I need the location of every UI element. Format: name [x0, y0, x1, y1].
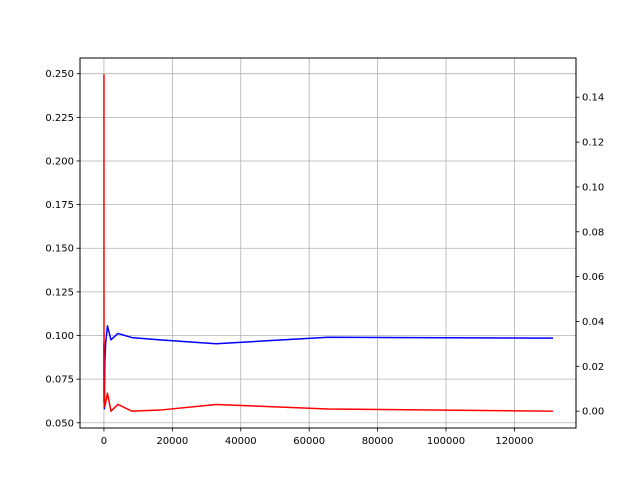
- series-line-2: [103, 74, 554, 412]
- x-tick-label: 20000: [156, 436, 188, 447]
- y-tick-label: 0.225: [45, 113, 74, 124]
- x-tick-label: 100000: [427, 436, 465, 447]
- series-lines: [103, 74, 554, 412]
- plot-frame: [79, 57, 577, 429]
- y-tick-label: 0.075: [45, 375, 74, 386]
- y-tick-label: 0.200: [45, 156, 74, 167]
- y2-tick-label: 0.00: [582, 407, 604, 418]
- y-tick-label: 0.100: [45, 331, 74, 342]
- y2-tick-label: 0.08: [582, 227, 604, 238]
- y-tick-label: 0.175: [45, 200, 74, 211]
- y2-tick-label: 0.12: [582, 138, 604, 149]
- y-tick-label: 0.250: [45, 69, 74, 80]
- gridlines: [80, 58, 576, 428]
- x-tick-label: 40000: [225, 436, 257, 447]
- x-tick-label: 120000: [495, 436, 533, 447]
- y2-tick-label: 0.04: [582, 317, 604, 328]
- x-tick-label: 80000: [362, 436, 394, 447]
- y-axis-right: 0.00 0.02 0.04 0.06 0.08 0.10 0.12 0.14: [576, 93, 604, 418]
- x-tick-label: 0: [101, 436, 107, 447]
- x-tick-label: 60000: [293, 436, 325, 447]
- y2-tick-label: 0.02: [582, 362, 604, 373]
- y-tick-label: 0.050: [45, 418, 74, 429]
- y2-tick-label: 0.06: [582, 272, 604, 283]
- y2-tick-label: 0.10: [582, 182, 604, 193]
- y2-tick-label: 0.14: [582, 93, 604, 104]
- y-tick-label: 0.125: [45, 287, 74, 298]
- plot-area: [80, 58, 576, 428]
- x-axis: 0 20000 40000 60000 80000 100000 120000: [101, 428, 534, 447]
- y-axis-left: 0.050 0.075 0.100 0.125 0.150 0.175 0.200 0.225…: [45, 69, 80, 429]
- y-tick-label: 0.150: [45, 244, 74, 255]
